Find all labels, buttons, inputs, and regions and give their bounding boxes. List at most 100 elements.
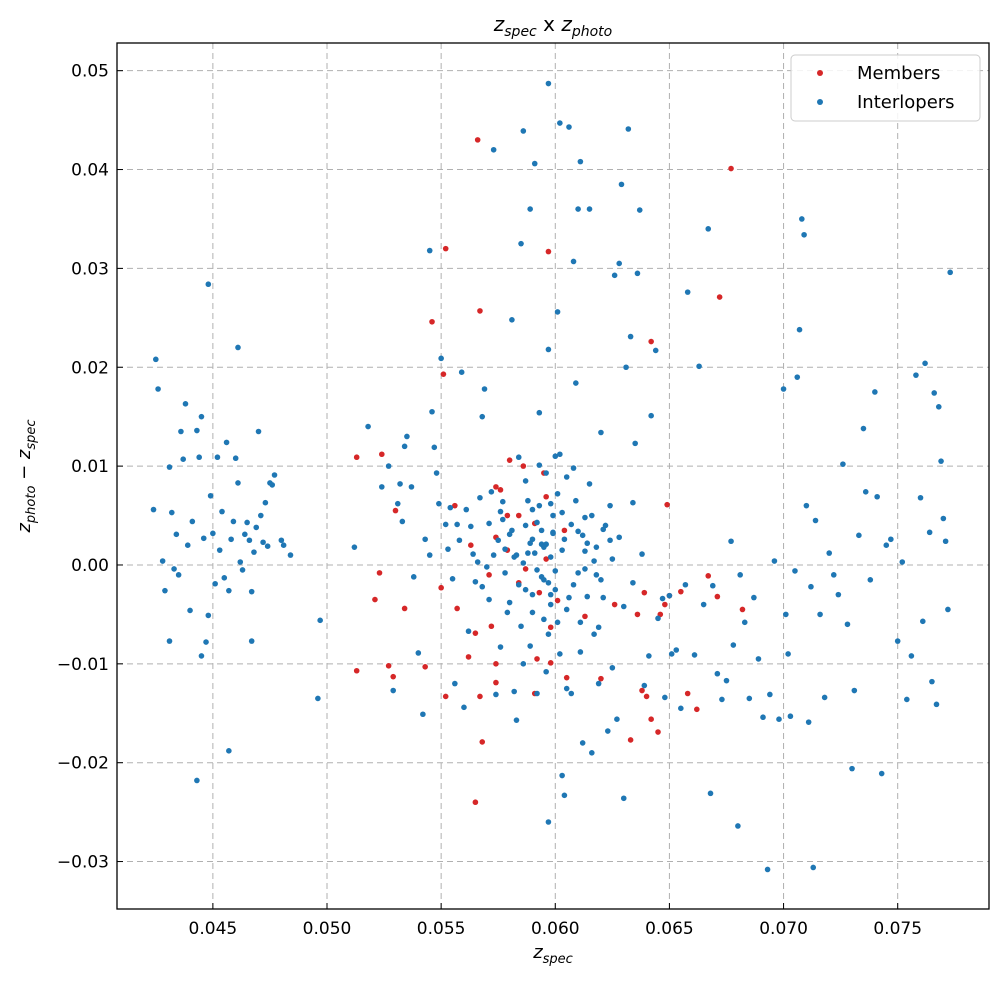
data-point-interlopers [168,509,175,516]
data-point-interlopers [652,347,659,354]
data-point-interlopers [189,518,196,525]
data-point-interlopers [878,770,885,777]
data-point-interlopers [810,864,817,871]
y-tick-label: −0.01 [57,655,109,675]
data-point-members [543,556,549,562]
data-point-interlopers [616,260,622,267]
data-point-interlopers [545,346,552,353]
y-tick-label: 0.01 [71,457,109,477]
data-point-interlopers [805,719,812,725]
y-tick-label: 0.04 [71,161,109,181]
data-point-interlopers [595,624,602,631]
data-point-interlopers [481,386,488,392]
data-point-interlopers [830,572,837,578]
data-point-interlopers [808,583,814,590]
data-point-members [684,690,691,697]
data-point-interlopers [894,638,901,644]
data-point-interlopers [760,714,766,721]
data-point-interlopers [543,470,549,476]
data-point-interlopers [741,619,748,626]
data-point-interlopers [536,409,543,416]
data-point-interlopers [317,617,323,624]
data-point-interlopers [646,653,652,659]
data-point-members [639,687,645,694]
data-point-interlopers [917,494,924,501]
data-point-interlopers [561,792,568,799]
data-point-interlopers [515,581,522,588]
data-point-interlopers [541,544,547,550]
data-point-interlopers [547,554,554,560]
data-point-interlopers [228,536,234,543]
data-point-interlopers [534,567,540,573]
data-point-members [627,737,634,743]
data-point-interlopers [255,428,262,435]
data-point-interlopers [394,500,401,507]
x-tick-label: 0.055 [417,919,466,939]
data-point-interlopers [522,478,529,484]
data-point-members [379,451,385,458]
data-point-members [520,463,527,469]
data-point-interlopers [287,552,294,558]
data-point-interlopers [438,355,444,362]
x-axis-ticks: 0.045 0.050 0.055 0.060 0.065 0.070 0.075 [189,903,922,939]
data-point-interlopers [598,429,604,436]
data-point-interlopers [593,544,600,550]
data-point-interlopers [851,687,858,694]
data-point-interlopers [586,481,593,487]
data-point-interlopers [399,518,406,525]
data-point-interlopers [214,454,221,461]
data-point-members [515,512,522,519]
data-point-interlopers [511,688,517,695]
data-point-members [486,572,492,578]
data-point-interlopers [497,644,504,650]
data-point-interlopers [422,536,428,543]
data-point-interlopers [589,512,595,519]
data-point-interlopers [162,587,168,594]
data-point-interlopers [420,711,426,718]
data-point-interlopers [235,344,241,351]
series-members [353,137,746,806]
x-tick-label: 0.070 [759,919,808,939]
data-point-interlopers [490,146,497,153]
data-point-interlopers [913,372,919,378]
data-point-interlopers [584,540,591,547]
data-point-interlopers [552,568,559,574]
data-point-members [563,674,570,681]
data-point-members [641,589,648,596]
data-point-members [385,663,392,669]
data-point-interlopers [433,470,440,476]
data-point-interlopers [235,480,241,486]
data-point-interlopers [547,500,554,507]
data-point-interlopers [737,572,743,578]
data-point-interlopers [545,819,552,825]
data-point-interlopers [780,386,787,392]
data-point-interlopers [458,369,465,376]
data-point-interlopers [776,716,782,722]
data-point-interlopers [620,603,627,610]
legend-label-interlopers: Interlopers [857,92,955,113]
data-point-interlopers [728,538,734,545]
data-point-interlopers [849,765,855,772]
data-point-interlopers [579,532,586,539]
data-point-interlopers [248,638,255,644]
data-point-interlopers [187,607,193,614]
data-point-interlopers [280,542,287,548]
data-point-interlopers [474,559,481,565]
data-point-interlopers [470,551,476,557]
data-point-members [493,484,499,490]
data-point-interlopers [929,678,935,685]
data-point-interlopers [529,591,536,598]
data-point-interlopers [700,601,707,608]
data-point-members [504,512,511,519]
data-point-interlopers [723,677,730,684]
data-point-interlopers [794,374,801,380]
data-point-interlopers [659,595,666,602]
data-point-interlopers [682,581,689,588]
data-point-members [664,501,670,508]
data-point-members [728,165,734,172]
data-point-interlopers [764,866,771,873]
legend-box [790,54,981,122]
data-point-interlopers [506,599,513,606]
y-tick-label: 0.02 [71,358,109,378]
